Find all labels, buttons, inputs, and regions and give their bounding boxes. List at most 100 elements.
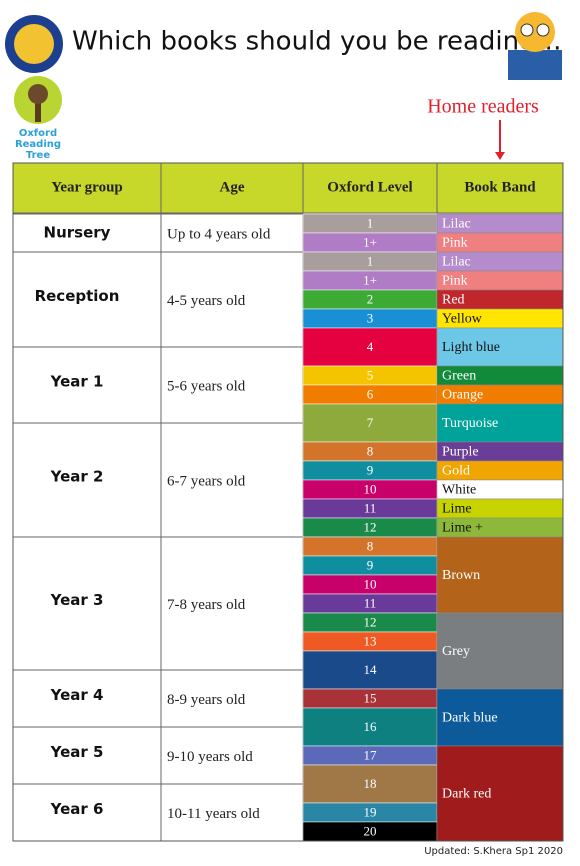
band-label: Pink	[442, 274, 468, 289]
level-label: 9	[367, 462, 374, 477]
table-border	[12, 162, 564, 842]
level-label: 1	[367, 253, 374, 268]
level-label: 1+	[363, 272, 377, 287]
level-cell	[302, 707, 438, 747]
level-label: 15	[364, 690, 377, 705]
column-header: Oxford Level	[327, 179, 412, 195]
ort-canopy	[28, 84, 48, 104]
band-label: Lilac	[442, 217, 471, 232]
band-label: Orange	[442, 388, 483, 403]
band-label: Brown	[442, 568, 480, 583]
year-group: Year 2	[50, 468, 104, 486]
year-group: Nursery	[44, 224, 111, 242]
band-label: Lime +	[442, 521, 483, 536]
age-cell	[160, 251, 304, 348]
band-label: Lilac	[442, 255, 471, 270]
column-header: Book Band	[464, 179, 536, 195]
level-label: 10	[364, 576, 377, 591]
ort-trunk	[35, 98, 41, 122]
level-label: 4	[367, 339, 374, 354]
band-label: Yellow	[442, 312, 483, 327]
age: 9-10 years old	[167, 749, 253, 765]
year-group: Year 4	[50, 686, 104, 704]
level-cell	[302, 327, 438, 367]
band-cell	[436, 612, 564, 690]
band-label: Pink	[442, 236, 468, 251]
band-label: Turquoise	[442, 416, 498, 431]
column-header: Age	[220, 179, 245, 195]
band-label: Dark red	[442, 787, 491, 802]
level-label: 16	[364, 719, 378, 734]
logo-text: Oxford	[19, 128, 57, 139]
age: 5-6 years old	[167, 378, 246, 394]
level-label: 12	[364, 519, 377, 534]
year-group: Reception	[35, 287, 120, 305]
level-label: 18	[364, 776, 377, 791]
level-label: 8	[367, 443, 374, 458]
level-label: 14	[364, 662, 378, 677]
level-label: 2	[367, 291, 374, 306]
age-cell	[160, 669, 304, 728]
level-label: 11	[364, 595, 377, 610]
age-cell	[160, 213, 304, 253]
level-label: 8	[367, 538, 374, 553]
level-cell	[302, 650, 438, 690]
age-cell	[160, 536, 304, 671]
year-cell	[12, 346, 162, 424]
footer: Updated: S.Khera Sp1 2020	[424, 846, 563, 857]
band-label: White	[442, 483, 476, 498]
level-label: 11	[364, 500, 377, 515]
year-cell	[12, 783, 162, 842]
level-cell	[302, 403, 438, 443]
column-header: Year group	[51, 179, 123, 195]
level-label: 10	[364, 481, 377, 496]
year-cell	[12, 669, 162, 728]
year-group: Year 5	[50, 743, 104, 761]
age-cell	[160, 346, 304, 424]
level-label: 1+	[363, 234, 377, 249]
reading-table: Year group Age Oxford Level Book Band Nurser…	[12, 162, 564, 842]
band-label: Purple	[442, 445, 479, 460]
logo-text: Tree	[26, 150, 50, 161]
age: 4-5 years old	[167, 293, 246, 309]
level-label: 13	[364, 633, 377, 648]
age: 7-8 years old	[167, 597, 246, 613]
logo-text: Reading	[15, 139, 61, 150]
character-eye	[536, 23, 550, 37]
year-group: Year 1	[50, 373, 104, 391]
book-icon	[508, 50, 562, 80]
level-label: 6	[367, 386, 374, 401]
level-label: 1	[367, 215, 374, 230]
age: 10-11 years old	[167, 806, 260, 822]
age-cell	[160, 422, 304, 538]
home-readers-label: Home readers	[427, 96, 539, 118]
school-logo-inner	[14, 24, 54, 64]
band-cell	[436, 688, 564, 747]
age: 8-9 years old	[167, 692, 246, 708]
band-label: Grey	[442, 644, 470, 659]
band-label: Light blue	[442, 340, 500, 355]
level-label: 7	[367, 415, 374, 430]
year-group: Year 3	[50, 591, 104, 609]
age-cell	[160, 783, 304, 842]
level-label: 9	[367, 557, 374, 572]
age: 6-7 years old	[167, 473, 246, 489]
year-cell	[12, 251, 162, 348]
level-label: 20	[364, 823, 377, 838]
band-label: Gold	[442, 464, 470, 479]
character-head	[515, 12, 555, 52]
band-label: Red	[442, 293, 465, 308]
arrow-head	[495, 152, 505, 160]
level-label: 3	[367, 310, 374, 325]
level-label: 5	[367, 367, 374, 382]
band-cell	[436, 745, 564, 842]
band-label: Lime	[442, 502, 472, 517]
band-cell	[436, 327, 564, 367]
level-label: 19	[364, 804, 377, 819]
age: Up to 4 years old	[167, 226, 271, 242]
band-cell	[436, 403, 564, 443]
band-label: Green	[442, 369, 476, 384]
year-group: Year 6	[50, 800, 104, 818]
